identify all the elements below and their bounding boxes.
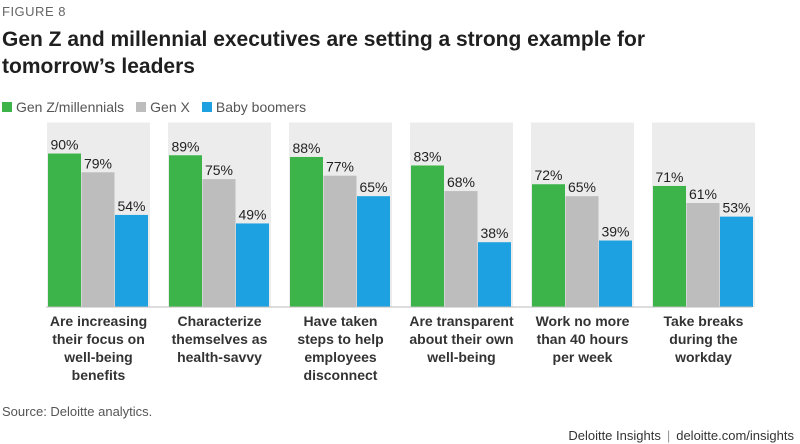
bar-gen-z-3: [290, 156, 323, 307]
legend-label-boomers: Baby boomers: [215, 99, 307, 115]
data-label-gen-z-4: 83%: [413, 148, 441, 164]
category-label-2: Characterize themselves as health-savvy: [172, 313, 268, 365]
bar-gen-z-2: [169, 155, 202, 307]
data-label-gen-z-2: 89%: [171, 138, 199, 154]
data-label-gen-z-6: 71%: [655, 169, 683, 185]
legend-item-boomers: Baby boomers: [201, 99, 307, 115]
bar-chart: 90% 79% 54% Are increasing their focus on wel…: [46, 122, 755, 383]
footer-brand: Deloitte Insights: [568, 428, 661, 443]
data-label-gen-z-5: 72%: [534, 167, 562, 183]
legend-label-gen-x: Gen X: [150, 99, 190, 115]
chart-title: Gen Z and millennial executives are sett…: [2, 28, 646, 78]
data-label-boomers-1: 54%: [117, 198, 145, 214]
source-note: Source: Deloitte analytics.: [2, 404, 153, 419]
bar-gen-z-6: [653, 185, 686, 307]
bar-gen-x-2: [202, 179, 236, 307]
bar-boomers-4: [478, 242, 511, 307]
bar-gen-x-4: [444, 191, 478, 307]
legend: Gen Z/millennials Gen X Baby boomers: [2, 99, 306, 115]
category-label-6: Take breaks during the workday: [664, 313, 744, 365]
legend-label-gen-z: Gen Z/millennials: [16, 99, 125, 115]
data-label-boomers-2: 49%: [238, 206, 266, 222]
data-label-gen-z-1: 90%: [50, 137, 78, 153]
data-label-gen-x-3: 77%: [326, 159, 354, 175]
bar-boomers-2: [236, 223, 269, 307]
bar-gen-z-5: [532, 184, 565, 307]
data-label-gen-x-5: 65%: [568, 179, 596, 195]
data-label-gen-x-4: 68%: [447, 174, 475, 190]
bar-boomers-3: [357, 196, 390, 307]
bar-boomers-6: [720, 216, 753, 307]
footer: Deloitte Insights | deloitte.com/insights: [568, 428, 794, 443]
data-label-gen-x-6: 61%: [689, 186, 717, 202]
bar-boomers-5: [599, 240, 632, 307]
bar-gen-z-4: [411, 165, 444, 307]
legend-swatch-gen-x: [136, 102, 147, 112]
data-label-boomers-4: 38%: [480, 225, 508, 241]
bar-gen-x-1: [81, 172, 115, 307]
category-label-5: Work no more than 40 hours per week: [536, 313, 630, 365]
bar-gen-x-3: [323, 175, 357, 307]
bar-gen-z-1: [48, 153, 81, 307]
figure-label: FIGURE 8: [2, 4, 66, 19]
bar-gen-x-5: [565, 196, 599, 307]
legend-swatch-gen-z: [2, 102, 12, 112]
footer-separator: |: [666, 428, 671, 443]
data-label-gen-z-3: 88%: [292, 140, 320, 156]
category-label-1: Are increasing their focus on well-being be…: [50, 313, 147, 383]
bar-boomers-1: [115, 214, 148, 307]
data-label-gen-x-2: 75%: [205, 162, 233, 178]
category-label-3: Have taken steps to help employees disconne…: [297, 313, 383, 383]
data-label-boomers-6: 53%: [722, 200, 750, 216]
data-label-boomers-5: 39%: [601, 224, 629, 240]
legend-item-gen-z: Gen Z/millennials: [2, 99, 124, 115]
legend-swatch-boomers: [201, 102, 212, 112]
legend-item-gen-x: Gen X: [136, 99, 190, 115]
bar-gen-x-6: [686, 202, 720, 307]
data-label-gen-x-1: 79%: [84, 155, 112, 171]
category-label-4: Are transparent about their own well-being: [409, 313, 514, 365]
footer-url[interactable]: deloitte.com/insights: [676, 428, 794, 443]
data-label-boomers-3: 65%: [359, 179, 387, 195]
